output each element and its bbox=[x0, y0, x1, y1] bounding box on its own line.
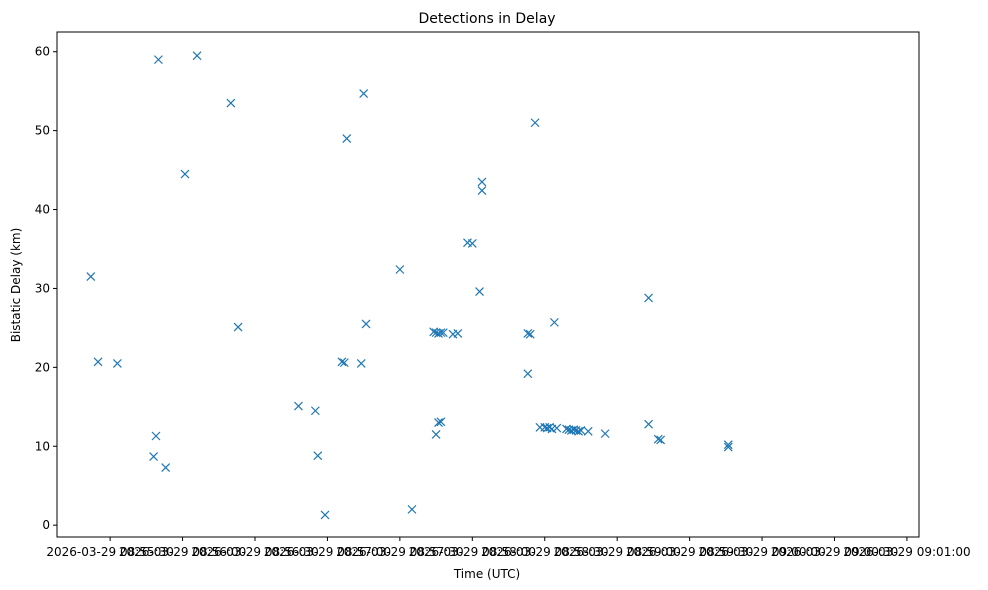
y-tick-label: 50 bbox=[35, 124, 50, 138]
data-point bbox=[313, 451, 323, 461]
chart-title: Detections in Delay bbox=[418, 11, 555, 27]
x-tick-label: 2026-03-29 08:55:30 bbox=[46, 545, 173, 559]
data-point bbox=[434, 418, 443, 428]
data-point bbox=[395, 265, 405, 274]
data-point bbox=[356, 358, 366, 368]
y-tick-label: 10 bbox=[35, 439, 50, 453]
data-point bbox=[552, 423, 562, 433]
plot-area bbox=[56, 31, 920, 538]
data-point bbox=[477, 177, 487, 187]
data-point bbox=[180, 169, 190, 179]
data-point bbox=[161, 463, 171, 472]
y-tick-label: 20 bbox=[35, 360, 50, 374]
x-tick-label: 2026-03-29 08:58:30 bbox=[481, 545, 608, 559]
x-tick-label: 2026-03-29 08:57:00 bbox=[264, 545, 391, 559]
data-point bbox=[151, 431, 161, 441]
data-point bbox=[530, 118, 540, 128]
data-point bbox=[112, 358, 122, 368]
x-tick-label: 2026-03-29 08:59:30 bbox=[626, 545, 753, 559]
data-point bbox=[723, 442, 733, 452]
y-tick-label: 30 bbox=[35, 281, 50, 295]
x-tick-label: 2026-03-29 09:00:00 bbox=[698, 545, 825, 559]
data-point bbox=[600, 429, 610, 439]
data-point bbox=[226, 98, 236, 108]
data-point bbox=[576, 426, 586, 435]
data-point bbox=[339, 358, 349, 368]
data-point bbox=[429, 327, 439, 337]
data-point bbox=[569, 425, 579, 435]
data-point bbox=[549, 317, 559, 327]
data-point bbox=[523, 328, 533, 338]
x-tick-label: 2026-03-29 08:57:30 bbox=[336, 545, 463, 559]
data-point bbox=[644, 293, 653, 303]
data-point bbox=[436, 417, 446, 427]
data-point bbox=[337, 357, 347, 367]
data-point bbox=[525, 329, 535, 339]
data-point bbox=[149, 452, 159, 461]
data-point bbox=[438, 328, 448, 338]
axes-frame bbox=[56, 31, 920, 538]
data-point bbox=[431, 429, 441, 439]
data-point bbox=[359, 89, 369, 98]
data-point bbox=[342, 134, 352, 143]
x-tick-label: 2026-03-29 09:00:30 bbox=[771, 545, 898, 559]
data-point bbox=[583, 426, 593, 436]
data-point bbox=[320, 510, 330, 520]
data-point bbox=[477, 186, 487, 196]
data-point bbox=[656, 435, 666, 445]
data-point bbox=[153, 55, 163, 65]
data-point bbox=[653, 434, 663, 444]
data-point bbox=[436, 328, 446, 338]
y-tick-label: 0 bbox=[42, 518, 50, 532]
data-point bbox=[310, 406, 320, 416]
x-tick-label: 2026-03-29 09:01:00 bbox=[843, 545, 970, 559]
x-tick-label: 2026-03-29 08:56:30 bbox=[191, 545, 318, 559]
x-axis-label: Time (UTC) bbox=[453, 567, 520, 581]
data-point bbox=[361, 319, 371, 329]
x-tick-label: 2026-03-29 08:56:00 bbox=[119, 545, 246, 559]
data-point bbox=[574, 426, 583, 436]
data-point bbox=[523, 369, 533, 379]
data-point bbox=[93, 357, 103, 367]
data-point bbox=[475, 287, 484, 297]
y-tick-label: 40 bbox=[35, 203, 50, 217]
data-point bbox=[233, 322, 243, 332]
data-point bbox=[192, 51, 202, 61]
data-point bbox=[644, 419, 653, 429]
y-axis: 0 10 20 30 40 50 60 bbox=[35, 45, 57, 532]
data-points bbox=[86, 51, 733, 520]
data-point bbox=[453, 328, 463, 338]
data-point bbox=[723, 440, 733, 450]
data-point bbox=[294, 401, 303, 411]
data-point bbox=[562, 424, 571, 434]
data-point bbox=[86, 272, 96, 282]
x-tick-label: 2026-03-29 08:58:00 bbox=[409, 545, 536, 559]
data-point bbox=[467, 239, 477, 248]
y-axis-label: Bistatic Delay (km) bbox=[9, 228, 23, 343]
data-point bbox=[407, 504, 417, 514]
x-tick-label: 2026-03-29 08:59:00 bbox=[553, 545, 680, 559]
y-tick-label: 60 bbox=[35, 45, 50, 59]
